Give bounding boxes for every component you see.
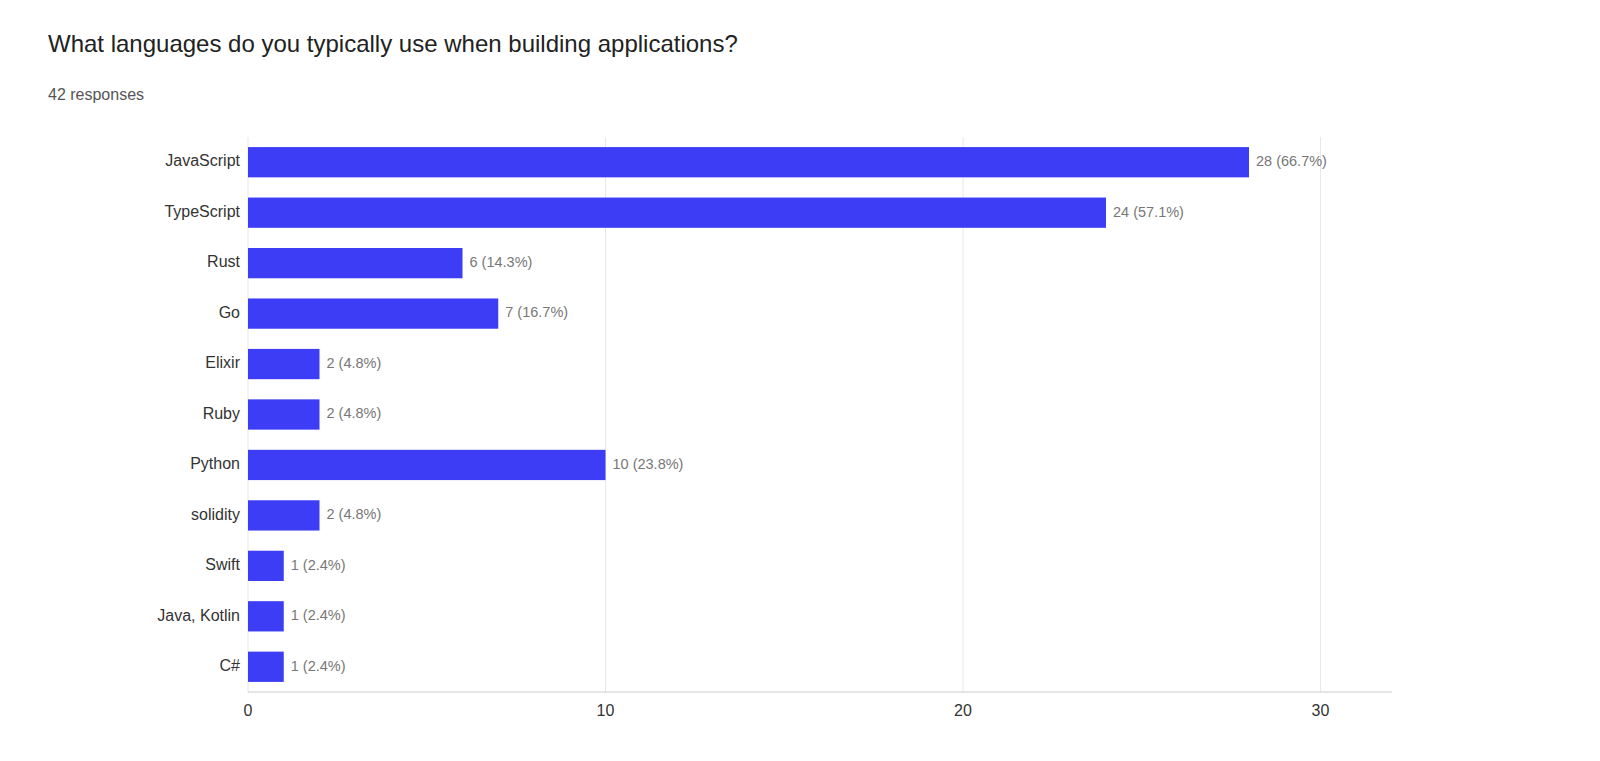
subtitle: 42 responses bbox=[48, 86, 144, 103]
tick-label: 20 bbox=[954, 702, 972, 719]
category-label: Swift bbox=[205, 556, 240, 573]
category-label: Java, Kotlin bbox=[157, 607, 240, 624]
category-label: C# bbox=[220, 657, 241, 674]
category-label: Go bbox=[219, 304, 240, 321]
data-labels: 28 (66.7%) 24 (57.1%) 6 (14.3%) 7 (16.7%) 2 … bbox=[291, 153, 1327, 674]
category-label: TypeScript bbox=[164, 203, 240, 220]
grid bbox=[248, 137, 1321, 692]
category-label: Python bbox=[190, 455, 240, 472]
value-axis: 0 10 20 30 bbox=[244, 692, 1392, 719]
axis-line bbox=[248, 692, 1392, 693]
tick-label: 0 bbox=[244, 702, 253, 719]
background bbox=[0, 0, 1600, 761]
data-label: 1 (2.4%) bbox=[291, 557, 346, 573]
data-label: 1 (2.4%) bbox=[291, 607, 346, 623]
data-label: 24 (57.1%) bbox=[1113, 204, 1184, 220]
data-label: 7 (16.7%) bbox=[505, 304, 568, 320]
data-label: 28 (66.7%) bbox=[1256, 153, 1327, 169]
category-label: solidity bbox=[191, 506, 240, 523]
bar bbox=[248, 601, 284, 631]
data-label: 6 (14.3%) bbox=[470, 254, 533, 270]
category-label: Ruby bbox=[203, 405, 240, 422]
grid-line bbox=[1320, 137, 1321, 692]
category-label: Elixir bbox=[205, 354, 240, 371]
bar bbox=[248, 652, 284, 682]
data-label: 10 (23.8%) bbox=[613, 456, 684, 472]
category-label: Rust bbox=[207, 253, 240, 270]
chart: What languages do you typically use when… bbox=[0, 0, 1600, 761]
data-label: 2 (4.8%) bbox=[327, 355, 382, 371]
bar bbox=[248, 248, 463, 278]
title: What languages do you typically use when… bbox=[48, 30, 738, 57]
tick-label: 10 bbox=[597, 702, 615, 719]
category-label: JavaScript bbox=[165, 152, 240, 169]
data-label: 2 (4.8%) bbox=[327, 506, 382, 522]
bars bbox=[248, 147, 1249, 682]
data-label: 1 (2.4%) bbox=[291, 658, 346, 674]
bar bbox=[248, 500, 320, 530]
bar bbox=[248, 399, 320, 429]
category-axis: JavaScript TypeScript Rust Go Elixir Ruby Pyth… bbox=[157, 152, 240, 674]
tick-label: 30 bbox=[1312, 702, 1330, 719]
bar bbox=[248, 450, 606, 480]
bar bbox=[248, 298, 498, 328]
bar bbox=[248, 551, 284, 581]
bar bbox=[248, 198, 1106, 228]
bar bbox=[248, 147, 1249, 177]
data-label: 2 (4.8%) bbox=[327, 405, 382, 421]
bar bbox=[248, 349, 320, 379]
